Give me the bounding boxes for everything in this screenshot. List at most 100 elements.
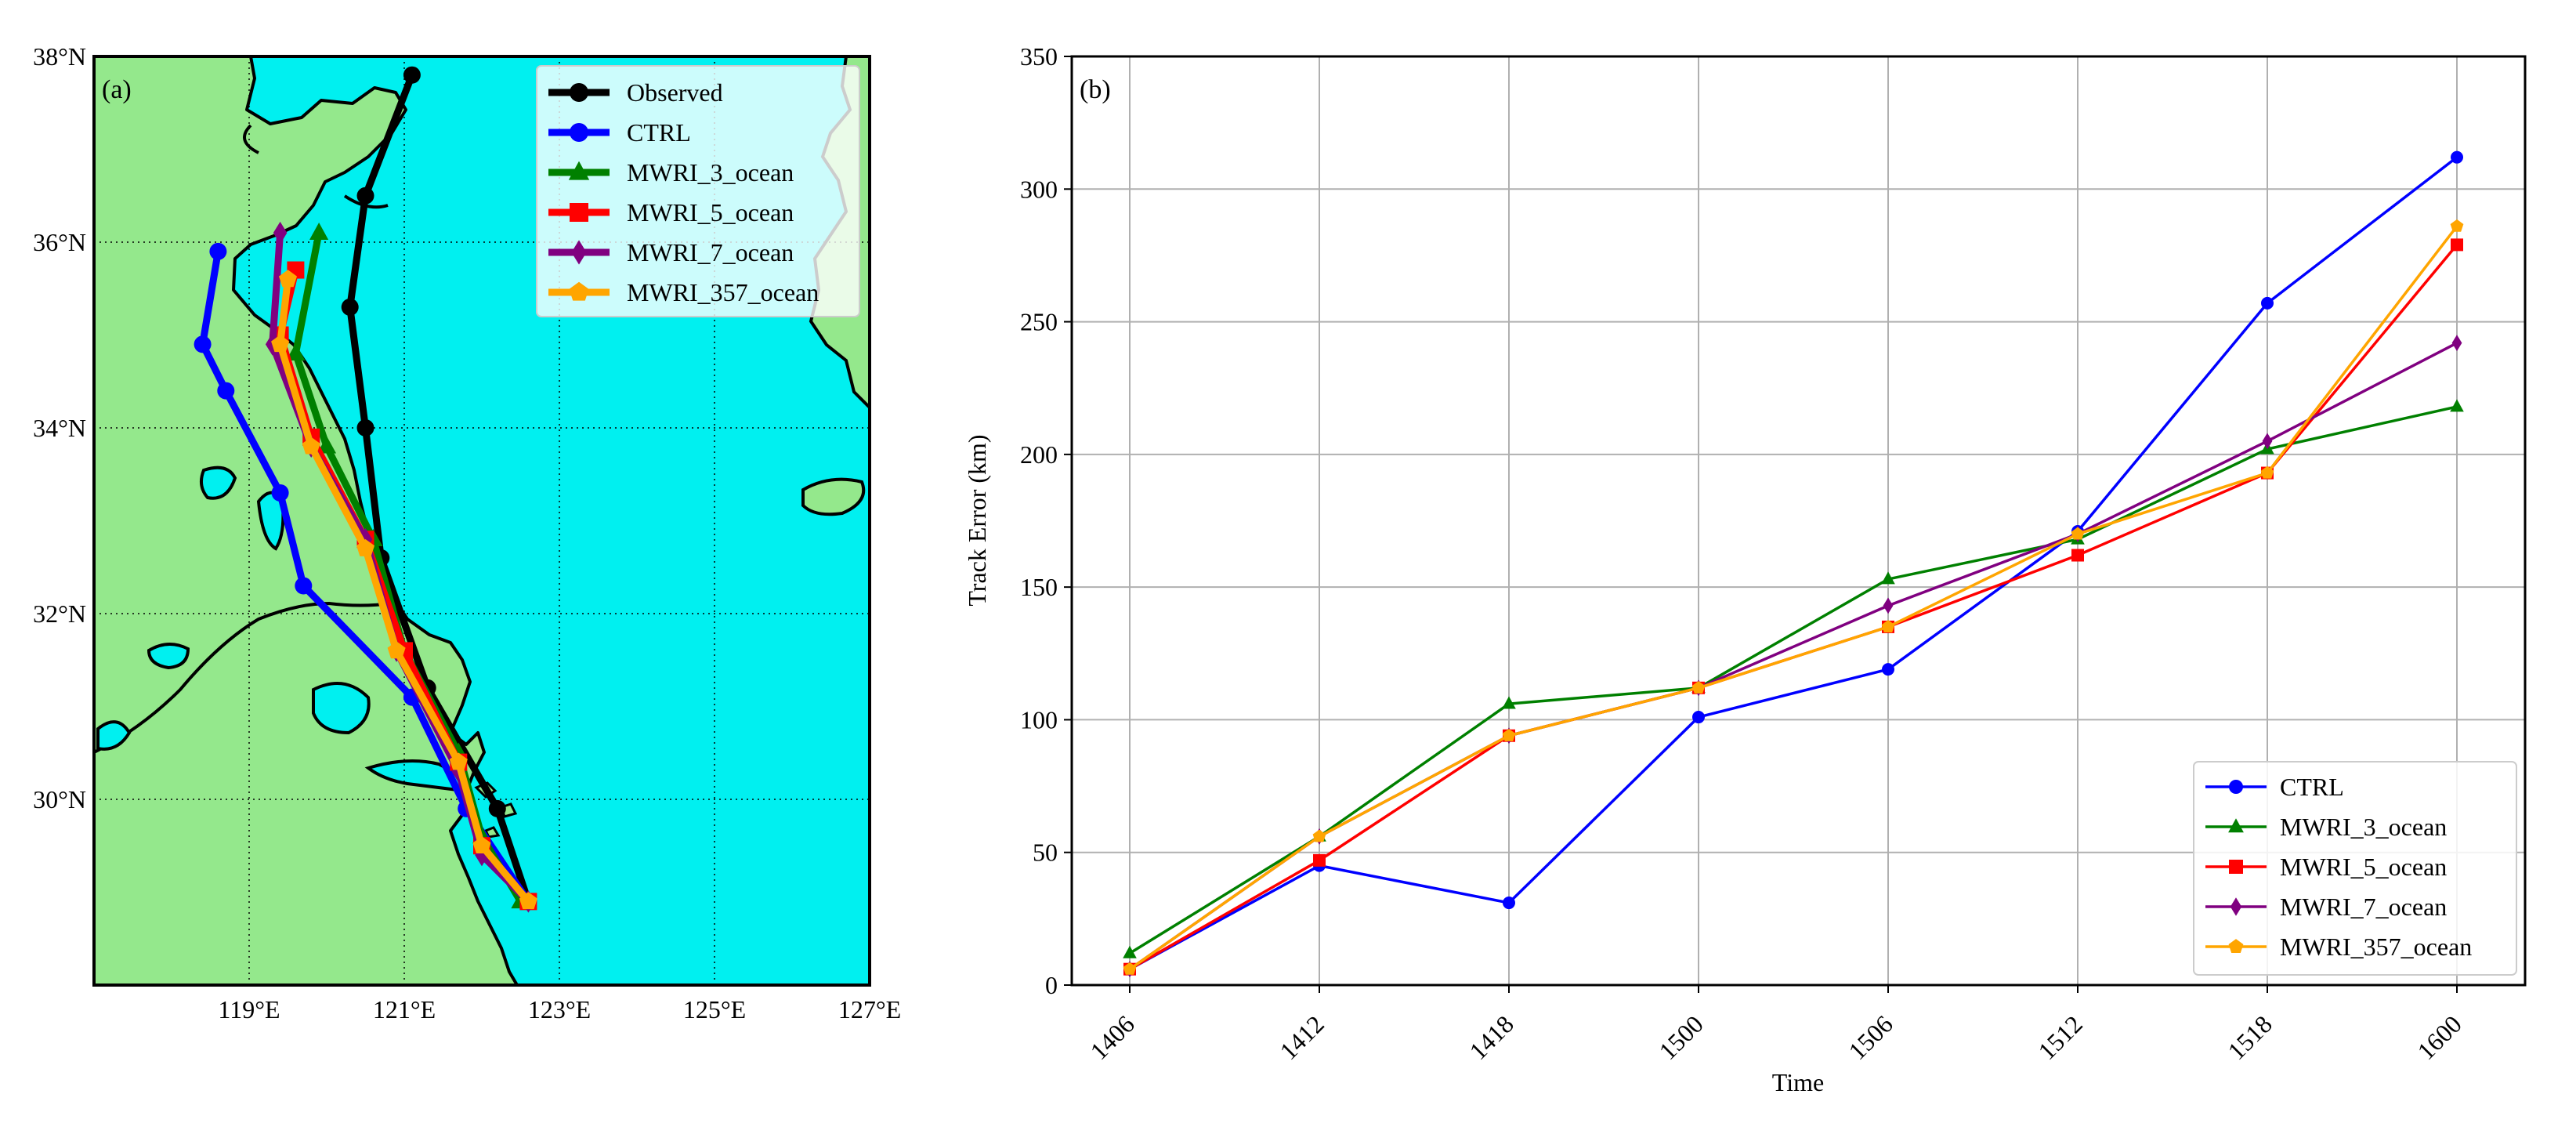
error-point — [2451, 150, 2463, 164]
error-legend-marker — [2228, 818, 2244, 833]
map-legend-marker — [571, 240, 587, 265]
track-point — [302, 437, 320, 455]
y-tick-label: 200 — [1020, 440, 1058, 469]
lake-gaoyou — [256, 491, 285, 551]
y-tick-label: 300 — [1020, 175, 1058, 203]
map-y-tick-label: 30°N — [33, 785, 86, 813]
y-tick-label: 250 — [1020, 308, 1058, 336]
y-tick-label: 350 — [1020, 42, 1058, 71]
error-legend-marker — [2228, 939, 2244, 954]
track-point — [356, 419, 374, 437]
track-MWRI_357_ocean — [271, 270, 537, 910]
error-legend-marker — [2229, 860, 2243, 874]
panel-a-map: 119°E 121°E 123°E 125°E 127°E 30°N 32°N 34°N 36°… — [33, 42, 901, 1023]
error-point — [1502, 728, 1516, 741]
map-x-tick-label: 121°E — [373, 995, 436, 1023]
map-axes: 119°E 121°E 123°E 125°E 127°E 30°N 32°N 34°N 36°… — [33, 42, 901, 1023]
track-point — [356, 187, 374, 205]
map-legend-label: CTRL — [627, 118, 691, 147]
map-legend-entry: MWRI_5_ocean — [548, 198, 794, 226]
map-y-tick-label: 32°N — [33, 600, 86, 628]
error-point — [2450, 399, 2464, 412]
map-y-tick-label: 34°N — [33, 414, 86, 442]
track-point — [317, 436, 337, 454]
error-line — [1129, 405, 2458, 955]
error-point — [1312, 829, 1326, 842]
track-CTRL — [194, 242, 537, 911]
error-point — [1313, 853, 1326, 867]
track-line — [199, 251, 532, 904]
map-legend-marker — [569, 281, 589, 301]
map-legend-box — [536, 65, 860, 317]
track-point — [341, 298, 359, 316]
track-point — [271, 484, 289, 502]
track-line — [277, 278, 531, 904]
map-legend-entry: MWRI_3_ocean — [548, 158, 794, 187]
error-legend-label: MWRI_7_ocean — [2280, 893, 2447, 921]
error-legend-label: MWRI_3_ocean — [2280, 813, 2447, 841]
map-x-tick-label: 125°E — [683, 995, 746, 1023]
panel-b-label: (b) — [1080, 75, 1111, 104]
error-legend-marker — [2229, 780, 2243, 794]
track-point — [271, 335, 290, 353]
error-point — [1882, 663, 1894, 676]
river-yangtze — [94, 601, 393, 754]
track-point — [488, 799, 506, 817]
error-point — [1881, 571, 1895, 585]
error-series — [1123, 150, 2464, 978]
map-legend-label: MWRI_3_ocean — [627, 158, 794, 187]
map-legend-entry: MWRI_7_ocean — [548, 238, 794, 266]
map-legend-marker — [570, 203, 588, 222]
map-legend-label: Observed — [627, 78, 723, 107]
track-point — [217, 382, 235, 400]
error-legend-marker — [2230, 897, 2242, 916]
error-point — [2071, 527, 2085, 540]
track-point — [194, 335, 212, 353]
map-frame — [92, 55, 871, 987]
error-plot-frame — [1070, 55, 2527, 987]
error-line — [1128, 225, 2458, 971]
error-legend: CTRL MWRI_3_ocean MWRI_5_ocean MWRI_7_ocean… — [2193, 761, 2517, 976]
lake-taihu — [312, 682, 371, 735]
map-legend-marker — [570, 83, 588, 102]
map-legend-entry: CTRL — [548, 118, 691, 147]
map-legend: Observed CTRL MWRI_3_ocean MWRI_5_ocean MWRI… — [536, 65, 860, 317]
error-legend-label: MWRI_5_ocean — [2280, 853, 2447, 881]
x-axis-label: Time — [1772, 1068, 1824, 1096]
map-legend-label: MWRI_357_ocean — [627, 278, 819, 306]
error-line — [1129, 156, 2458, 971]
track-point — [519, 892, 537, 910]
map-y-tick-label: 36°N — [33, 228, 86, 256]
y-tick-label: 150 — [1020, 573, 1058, 601]
map-x-tick-label: 127°E — [838, 995, 901, 1023]
error-legend-label: CTRL — [2280, 773, 2344, 801]
map-legend-marker — [568, 161, 590, 180]
error-legend-label: MWRI_357_ocean — [2280, 933, 2472, 961]
error-point — [1503, 897, 1515, 910]
track-line — [346, 74, 532, 903]
error-point — [2260, 466, 2274, 479]
error-point — [2261, 296, 2274, 310]
y-tick-label: 50 — [1033, 839, 1058, 867]
map-legend-marker — [570, 123, 588, 142]
error-legend-box — [2193, 761, 2517, 976]
jeju-island — [801, 477, 866, 516]
error-legend-entry: MWRI_3_ocean — [2205, 813, 2447, 841]
track-point — [472, 836, 491, 854]
error-point — [1883, 597, 1894, 614]
track-point — [449, 752, 468, 770]
error-legend-entry: CTRL — [2205, 773, 2344, 801]
error-point — [2071, 549, 2084, 562]
error-point — [2451, 238, 2463, 252]
track-point — [286, 343, 306, 360]
error-point — [2450, 219, 2464, 232]
error-legend-entry: MWRI_5_ocean — [2205, 853, 2447, 881]
error-point — [1691, 681, 1706, 694]
mainland-china-land — [94, 56, 519, 985]
track-point — [295, 577, 313, 595]
map-legend-label: MWRI_7_ocean — [627, 238, 794, 266]
track-point — [278, 270, 298, 288]
error-legend-entry: MWRI_357_ocean — [2205, 933, 2472, 961]
map-legend-entry: Observed — [548, 78, 723, 107]
error-point — [1692, 711, 1705, 724]
